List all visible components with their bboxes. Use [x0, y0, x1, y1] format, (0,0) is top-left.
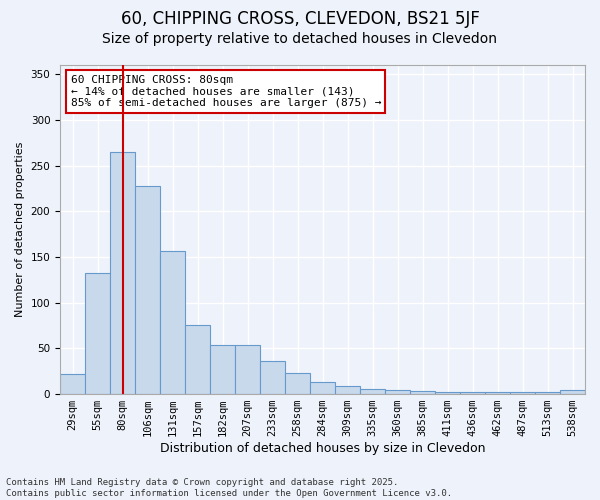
Bar — [510, 392, 535, 394]
Bar — [135, 186, 160, 394]
Bar — [285, 373, 310, 394]
Bar — [185, 324, 210, 394]
Bar — [210, 344, 235, 394]
Text: Size of property relative to detached houses in Clevedon: Size of property relative to detached ho… — [103, 32, 497, 46]
Bar — [535, 392, 560, 394]
Text: Contains HM Land Registry data © Crown copyright and database right 2025.
Contai: Contains HM Land Registry data © Crown c… — [6, 478, 452, 498]
Text: 60 CHIPPING CROSS: 80sqm
← 14% of detached houses are smaller (143)
85% of semi-: 60 CHIPPING CROSS: 80sqm ← 14% of detach… — [71, 75, 381, 108]
Bar — [60, 374, 85, 394]
Y-axis label: Number of detached properties: Number of detached properties — [15, 142, 25, 317]
Bar — [335, 386, 360, 394]
Bar — [560, 390, 585, 394]
Bar — [310, 382, 335, 394]
Bar — [110, 152, 135, 394]
Bar — [460, 392, 485, 394]
Text: 60, CHIPPING CROSS, CLEVEDON, BS21 5JF: 60, CHIPPING CROSS, CLEVEDON, BS21 5JF — [121, 10, 479, 28]
Bar — [385, 390, 410, 394]
Bar — [235, 344, 260, 394]
X-axis label: Distribution of detached houses by size in Clevedon: Distribution of detached houses by size … — [160, 442, 485, 455]
Bar — [435, 392, 460, 394]
Bar — [485, 392, 510, 394]
Bar — [410, 392, 435, 394]
Bar — [85, 272, 110, 394]
Bar — [160, 250, 185, 394]
Bar — [260, 361, 285, 394]
Bar — [360, 388, 385, 394]
